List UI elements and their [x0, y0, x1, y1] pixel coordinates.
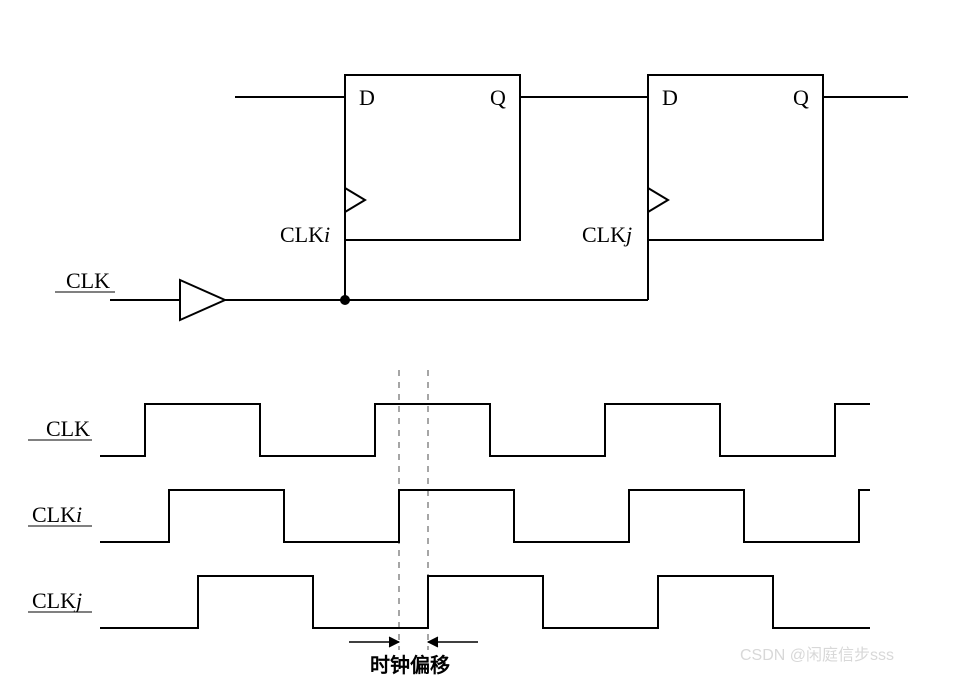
svg-text:CLK: CLK [46, 416, 90, 441]
svg-text:Q: Q [490, 85, 506, 110]
svg-text:CLKi: CLKi [280, 222, 330, 247]
svg-text:CLKj: CLKj [32, 588, 82, 613]
svg-text:CLKi: CLKi [32, 502, 82, 527]
svg-text:CLK: CLK [66, 268, 110, 293]
svg-text:CSDN @闲庭信步sss: CSDN @闲庭信步sss [740, 646, 894, 664]
svg-text:D: D [662, 85, 678, 110]
svg-text:D: D [359, 85, 375, 110]
svg-text:时钟偏移: 时钟偏移 [370, 653, 450, 677]
svg-text:CLKj: CLKj [582, 222, 632, 247]
svg-text:Q: Q [793, 85, 809, 110]
